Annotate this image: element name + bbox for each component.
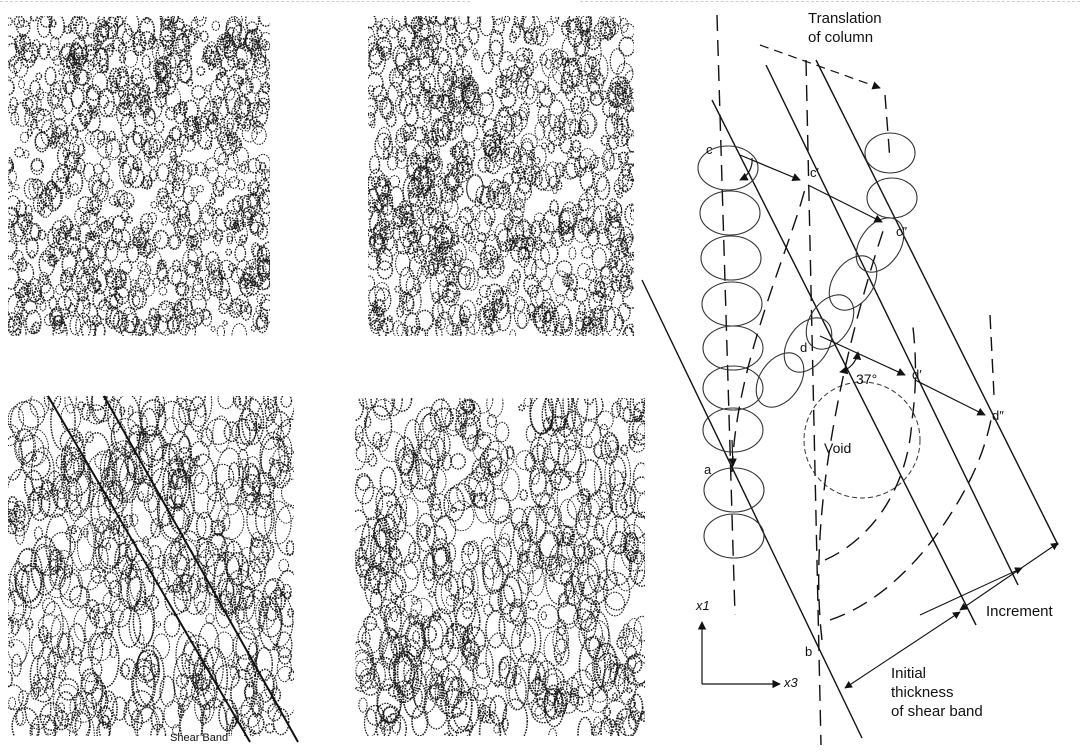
point-c-label: c: [706, 142, 713, 157]
band-line-1: [711, 99, 977, 626]
column-axis-initial: [716, 14, 736, 616]
deformed-column-curve-4: [829, 414, 993, 621]
arrow-to-a: [728, 439, 737, 467]
deformed-column-curve-3: [824, 319, 917, 561]
point-c1-label: c′: [810, 165, 819, 180]
arrow-d-d1: [819, 335, 906, 376]
point-a-label: a: [704, 462, 712, 477]
grain-cluster: [355, 398, 645, 736]
shear-band-lines: [47, 395, 299, 743]
grain-cluster: [8, 16, 270, 336]
initial-particle-column: [697, 145, 765, 559]
axis-x3-label: x3: [784, 675, 798, 691]
column-axis-top-right: [884, 94, 891, 161]
initial-thickness-dimension: [844, 611, 961, 689]
top-rule-right: [580, 1, 1080, 2]
increment-dimension: [959, 542, 1059, 611]
rotated-particle-chain: [755, 132, 918, 408]
angle-arc-37: [839, 351, 862, 375]
micrograph-initial-loose: [368, 16, 634, 336]
shear-band-edge-2: [103, 395, 299, 743]
increment-label: Increment: [986, 603, 1053, 620]
point-d2-label: d″: [992, 408, 1004, 423]
micrograph-svg: [8, 396, 294, 736]
top-rule-left: [0, 1, 470, 2]
deformed-column-curve-1: [731, 184, 807, 473]
translation-label: Translation of column: [808, 10, 882, 46]
micrograph-svg: [355, 398, 645, 736]
arrow-c-c1: [739, 154, 801, 181]
micrograph-svg: [368, 16, 634, 336]
void-circle: [803, 381, 921, 499]
micrograph-initial-dense: [8, 16, 270, 336]
axis-x1-label: x1: [696, 598, 710, 614]
band-line-outer: [641, 279, 863, 739]
band-line-2: [765, 64, 1019, 586]
axis-x3-text: x3: [784, 675, 798, 690]
angle-label: 37°: [856, 371, 878, 387]
shear-band-edge-1: [47, 395, 251, 743]
column-axis-bottom: [805, 59, 822, 746]
micrograph-sheared-loose: [355, 398, 645, 736]
point-d-label: d: [800, 340, 808, 355]
arrow-c1-c2: [807, 184, 883, 223]
shear-band-label: Shear Band: [170, 732, 229, 744]
increment-dimension-inner: [919, 567, 1023, 616]
schematic-svg: [641, 14, 1059, 746]
void-label: Void: [824, 440, 852, 456]
micrograph-svg: [8, 16, 270, 336]
rotation-arc-c: [739, 157, 753, 181]
shear-band-schematic: Translation of column c c′ c″ d d′ d″ a …: [640, 0, 1080, 748]
deformed-column-curve-2: [818, 224, 886, 641]
column-axis-right: [989, 314, 995, 396]
arrow-d1-d2: [914, 379, 986, 416]
grain-cluster: [368, 16, 634, 336]
initial-thickness-label: Initial thickness of shear band: [891, 665, 983, 720]
micrograph-sheared-dense: [8, 396, 294, 736]
axis-x1-text: x1: [696, 598, 710, 613]
band-line-3: [815, 59, 1059, 546]
point-d1-label: d′: [912, 367, 922, 382]
point-b-label: b: [805, 644, 813, 659]
point-c2-label: c″: [896, 224, 908, 239]
